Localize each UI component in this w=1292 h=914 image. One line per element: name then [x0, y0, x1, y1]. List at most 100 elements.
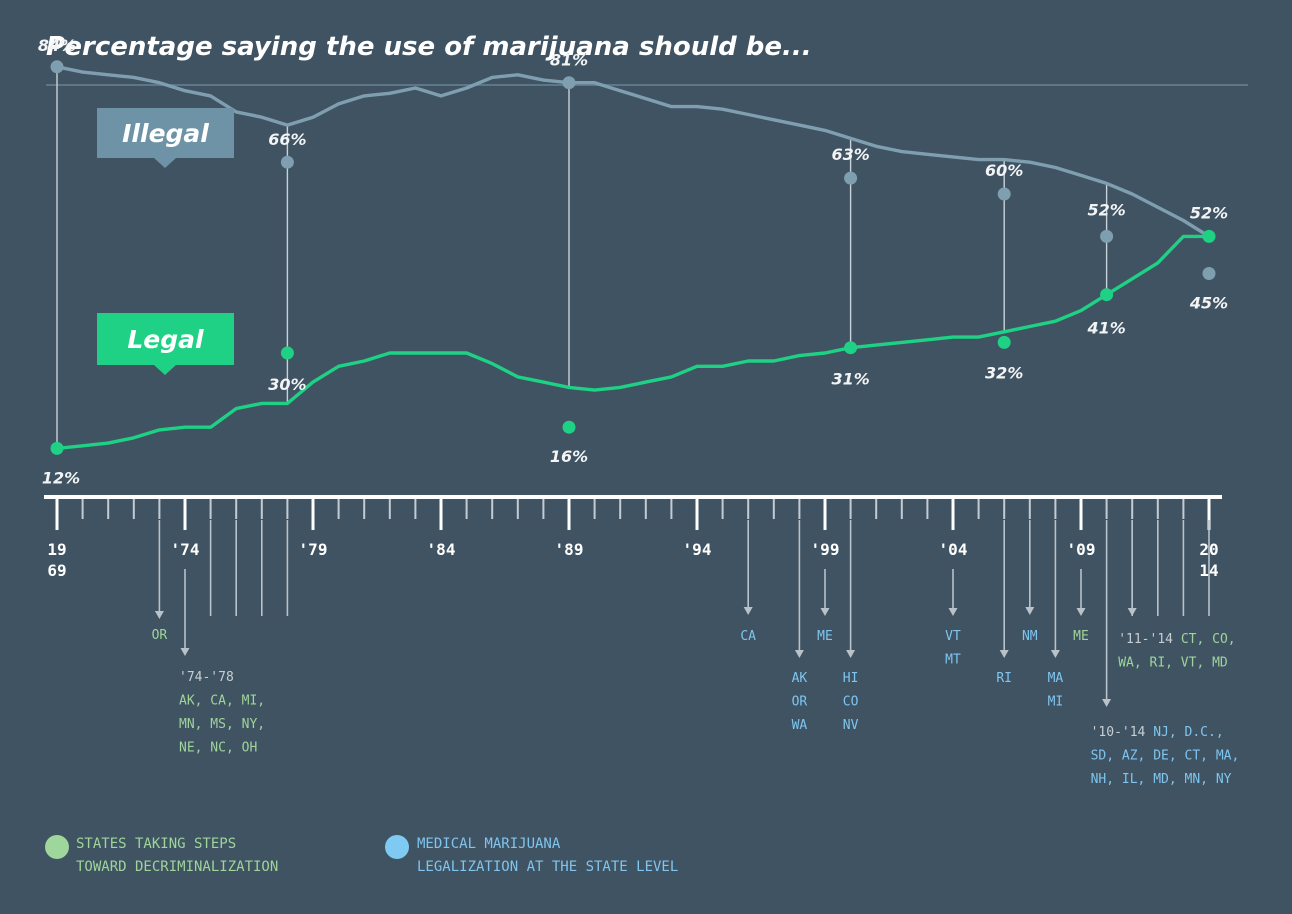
percent-label: 16%: [550, 447, 588, 466]
series-badges: Illegal Legal: [97, 108, 234, 375]
x-tick-label: '84: [427, 540, 456, 559]
percent-label: 30%: [268, 375, 306, 394]
percent-label: 60%: [985, 161, 1023, 180]
event-label-states: HI: [843, 671, 859, 686]
event-label: ME: [817, 629, 833, 644]
event-label: VT: [945, 629, 961, 644]
event-label: HI: [843, 671, 859, 686]
legend-text-decrim: STATES TAKING STEPS: [76, 836, 236, 852]
illegal-badge-pointer: [154, 158, 176, 168]
series-lines: [55, 65, 1211, 451]
x-tick-label: '79: [299, 540, 328, 559]
event-label-states: CT, CO,: [1181, 632, 1236, 647]
event-arrow-head: [180, 648, 190, 656]
illegal-badge-box: [97, 108, 234, 158]
event-label-states: MA: [1048, 671, 1064, 686]
event-label: WA: [792, 718, 808, 733]
event-label-states: RI: [996, 671, 1012, 686]
event-label: AK, CA, MI,: [179, 694, 265, 709]
legal-badge: Legal: [97, 313, 234, 375]
x-tick-label: '74: [171, 540, 200, 559]
x-tick-label: '09: [1067, 540, 1096, 559]
event-arrow-head: [820, 608, 830, 616]
event-label-states: ME: [817, 629, 833, 644]
data-point-illegal: [280, 155, 294, 169]
event-arrow-head: [794, 650, 804, 658]
percent-labels: 84% 12% 66% 30% 81% 16% 63% 31% 60% 32% 52% 41% 52% 4…: [38, 36, 1228, 488]
event-label: MI: [1048, 695, 1064, 710]
percent-label: 12%: [42, 468, 80, 487]
percent-label: 41%: [1086, 319, 1125, 338]
data-point-illegal: [844, 171, 858, 185]
event-label: ME: [1073, 629, 1089, 644]
event-label-states: CA: [740, 629, 756, 644]
percent-label: 81%: [550, 51, 588, 70]
event-label-states: MN, MS, NY,: [179, 717, 265, 732]
percent-label: 63%: [831, 145, 869, 164]
illegal-badge-text: Illegal: [122, 119, 209, 148]
event-label-states: OR: [152, 628, 168, 643]
event-arrow-head: [1102, 699, 1112, 707]
state-events: OR '74-'78 AK, CA, MI, MN, MS, NY, NE, NC, O…: [152, 520, 1240, 787]
event-label: WA, RI, VT, MD: [1118, 656, 1228, 671]
percent-label: 84%: [38, 36, 76, 55]
data-point-legal: [280, 346, 294, 360]
legend-text-decrim: TOWARD DECRIMINALIZATION: [76, 859, 278, 875]
legend-text-medical: MEDICAL MARIJUANA: [417, 836, 561, 852]
percent-label: 45%: [1189, 294, 1228, 313]
event-label: AK: [792, 671, 808, 686]
event-label-states: AK, CA, MI,: [179, 694, 265, 709]
event-label: NV: [843, 718, 859, 733]
percent-label: 31%: [831, 370, 869, 389]
event-label-states: MT: [945, 653, 961, 668]
event-arrow-head: [948, 608, 958, 616]
event-arrow-head: [1076, 608, 1086, 616]
event-label: '10-'14 NJ, D.C.,: [1091, 725, 1224, 740]
event-label: CO: [843, 695, 859, 710]
event-label: OR: [792, 695, 808, 710]
chart-title: Percentage saying the use of marijuana s…: [46, 32, 812, 62]
event-label: CA: [740, 629, 756, 644]
legend-dot-medical: [385, 835, 409, 859]
legal-badge-box: [97, 313, 234, 365]
event-label-states: SD, AZ, DE, CT, MA,: [1091, 749, 1240, 764]
percent-label: 52%: [1190, 203, 1228, 222]
data-point-legal: [997, 335, 1011, 349]
series-line-legal: [55, 234, 1211, 451]
event-label-states: OR: [792, 695, 808, 710]
event-label: NM: [1022, 629, 1038, 644]
event-arrow-head: [154, 611, 164, 619]
event-arrow-head: [846, 650, 856, 658]
event-label-years: '10-'14: [1091, 725, 1154, 740]
event-label-states: NH, IL, MD, MN, NY: [1091, 772, 1232, 787]
legend-text-medical: LEGALIZATION AT THE STATE LEVEL: [417, 859, 678, 875]
event-label-states: NV: [843, 718, 859, 733]
event-label-states: NM: [1022, 629, 1038, 644]
data-point-legal: [1100, 288, 1114, 302]
data-point-legal: [562, 420, 576, 434]
event-label: MA: [1048, 671, 1064, 686]
event-arrow-head: [1050, 650, 1060, 658]
data-point-illegal: [562, 76, 576, 90]
percent-label: 66%: [268, 130, 306, 149]
legend: STATES TAKING STEPS TOWARD DECRIMINALIZAT…: [45, 835, 678, 875]
event-label: RI: [996, 671, 1012, 686]
data-point-illegal: [1100, 229, 1114, 243]
x-tick-label: 19: [47, 540, 66, 559]
data-point-illegal: [50, 60, 64, 74]
percent-label: 52%: [1087, 200, 1125, 219]
event-arrow-head: [999, 650, 1009, 658]
event-label-states: WA, RI, VT, MD: [1118, 656, 1228, 671]
series-points: [50, 60, 1216, 455]
event-label-states: MI: [1048, 695, 1064, 710]
event-label-years: '74-'78: [179, 670, 234, 685]
series-line-illegal: [55, 65, 1211, 239]
event-label: NE, NC, OH: [179, 741, 257, 756]
x-tick-label: '94: [683, 540, 712, 559]
percent-label: 32%: [985, 363, 1023, 382]
data-point-illegal: [997, 187, 1011, 201]
event-label-states: WA: [792, 718, 808, 733]
data-point-legal: [50, 441, 64, 455]
